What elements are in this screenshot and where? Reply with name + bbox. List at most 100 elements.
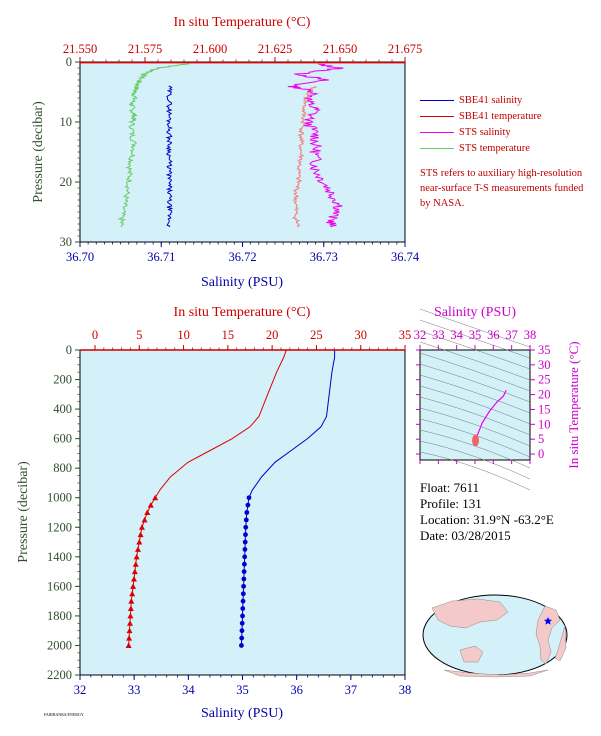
legend-label: SBE41 salinity	[459, 94, 523, 106]
legend-label: STS temperature	[459, 142, 530, 154]
top-temp-tick-label: 21.575	[128, 42, 162, 56]
top-series-sbe41-salinity	[165, 85, 174, 228]
top-data-layer	[80, 61, 405, 228]
legend-label: SBE41 temperature	[459, 110, 542, 122]
main-y-tick-label: 1800	[47, 609, 72, 623]
salinity-marker	[241, 561, 247, 567]
temperature-marker	[127, 612, 134, 619]
legend: SBE41 salinity SBE41 temperature STS sal…	[420, 92, 590, 211]
top-temp-tick-label: 21.625	[258, 42, 292, 56]
main-y-tick-label: 1600	[47, 579, 72, 593]
main-temp-tick-label: 5	[136, 328, 142, 342]
salinity-marker	[240, 591, 246, 597]
ts-density-contour	[419, 429, 531, 469]
main-temp-tick-label: 20	[266, 328, 279, 342]
main-y-tick-label: 2200	[47, 668, 72, 682]
temperature-marker	[147, 502, 154, 508]
ts-density-contour	[419, 385, 531, 425]
main-temp-tick-label: 0	[92, 328, 98, 342]
ts-density-contour	[419, 308, 531, 348]
world-map-inset	[422, 594, 568, 678]
salinity-marker	[240, 598, 246, 604]
legend-swatch	[420, 115, 454, 117]
top-xlabel: Salinity (PSU)	[201, 275, 283, 290]
temperature-marker	[136, 539, 143, 545]
ts-density-contour	[419, 396, 531, 436]
top-series-sts-salinity	[287, 63, 344, 228]
map-landmass-australia	[459, 645, 484, 663]
salinity-marker	[243, 532, 248, 538]
salinity-marker	[241, 569, 247, 574]
main-sal-tick-label: 32	[74, 683, 87, 697]
legend-note: STS refers to auxiliary high-resolution …	[420, 168, 584, 209]
ts-temp-tick-label: 10	[538, 417, 551, 431]
ts-temp-tick-label: 35	[538, 343, 551, 357]
top-sal-tick-label: 36.74	[391, 250, 420, 264]
main-series-salinity	[240, 350, 336, 646]
top-sal-tick-label: 36.72	[228, 250, 256, 264]
top-panel: 21.550 21.575 21.600 21.625 21.650 21.675 36.7…	[31, 15, 422, 290]
salinity-marker	[245, 502, 251, 508]
map-landmass-africa	[554, 624, 567, 662]
top-ylabel: Pressure (decibar)	[31, 101, 46, 203]
temperature-marker	[126, 635, 133, 641]
ts-temp-tick-label: 15	[538, 402, 551, 416]
salinity-marker	[243, 517, 249, 523]
ts-temp-tick-label: 20	[538, 388, 551, 402]
map-landmass-americas	[535, 605, 561, 665]
main-y-tick-label: 1200	[47, 520, 72, 534]
ts-sal-tick-label: 32	[414, 328, 427, 342]
top-y-tick-label: 10	[60, 115, 73, 129]
legend-label: STS salinity	[459, 126, 511, 138]
temperature-marker	[130, 583, 137, 589]
legend-item: STS salinity	[420, 124, 590, 140]
main-temp-tick-label: 35	[399, 328, 412, 342]
main-panel: 0 5 10 15 20 25 30 35 32 33 34 35 36 37 38 0 200 400 600 80…	[16, 305, 411, 721]
salinity-marker	[241, 576, 247, 582]
map-landmass-eurasia	[431, 598, 509, 629]
main-sal-tick-label: 34	[182, 683, 195, 697]
top-series-sbe41-temperature	[291, 85, 317, 228]
salinity-marker	[243, 524, 249, 530]
temperature-marker	[144, 509, 151, 515]
main-data-layer	[125, 349, 336, 648]
temperature-marker	[132, 561, 139, 567]
float-location-marker	[544, 617, 552, 625]
legend-item: SBE41 salinity	[420, 92, 590, 108]
salinity-marker	[242, 554, 248, 560]
main-temp-tick-label: 25	[310, 328, 323, 342]
legend-swatch	[420, 99, 454, 101]
temperature-marker	[134, 546, 141, 552]
ts-sal-tick-label: 35	[469, 328, 482, 342]
ts-deep-cluster	[472, 434, 480, 447]
salinity-marker	[239, 620, 245, 626]
salinity-marker	[246, 495, 252, 501]
top-sal-tick-label: 36.73	[310, 250, 338, 264]
salinity-marker	[244, 510, 250, 515]
ts-data-layer	[419, 308, 531, 491]
profile-number: Profile: 131	[420, 496, 482, 511]
main-sal-tick-label: 35	[236, 683, 249, 697]
ts-sal-tick-label: 34	[450, 328, 463, 342]
main-title: In situ Temperature (°C)	[174, 305, 311, 320]
temperature-marker	[125, 642, 132, 648]
main-y-tick-label: 600	[53, 432, 72, 446]
main-y-tick-label: 1000	[47, 491, 72, 505]
ts-density-contour	[419, 341, 531, 381]
ts-density-contour	[419, 374, 531, 414]
ts-temp-tick-label: 30	[538, 358, 551, 372]
temperature-marker	[138, 524, 145, 530]
top-y-tick-label: 0	[66, 55, 72, 69]
footer-credit: FAIRBANKS/ENERGY	[44, 712, 84, 717]
legend-item: STS temperature	[420, 140, 590, 156]
main-temp-tick-label: 10	[177, 328, 190, 342]
main-y-tick-label: 1400	[47, 550, 72, 564]
main-y-tick-label: 400	[53, 402, 72, 416]
ts-temp-tick-label: 5	[538, 432, 544, 446]
temperature-marker	[137, 531, 144, 538]
temperature-marker	[152, 494, 159, 501]
ts-density-contour	[419, 319, 531, 359]
main-sal-tick-label: 38	[399, 683, 412, 697]
